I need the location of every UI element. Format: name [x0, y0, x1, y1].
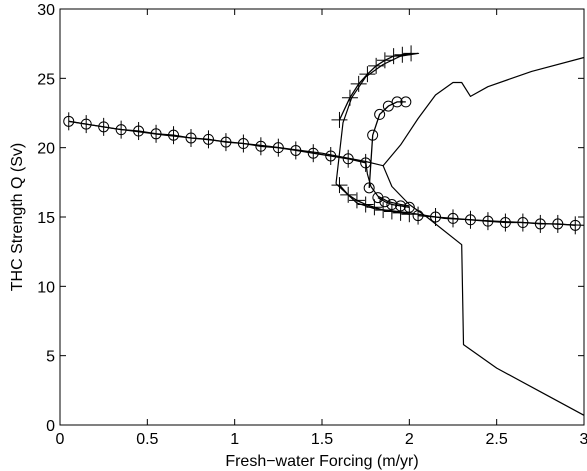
x-axis-ticks: 0 0.5 1 1.5 2 2.5 3: [56, 9, 587, 448]
circle-marker: [374, 108, 386, 120]
x-tick-label: 1.5: [311, 431, 333, 448]
circle-marker: [386, 199, 398, 211]
x-tick-label: 1: [230, 431, 239, 448]
circle-marker: [379, 196, 391, 208]
circle-marker: [403, 201, 415, 213]
circle-marker: [382, 100, 394, 112]
x-tick-label: 2: [405, 431, 414, 448]
marker-series-line: [368, 101, 406, 188]
x-tick-label: 3: [580, 431, 587, 448]
marker-series-line: [68, 120, 366, 164]
x-tick-label: 0: [56, 431, 65, 448]
y-axis-ticks: 0 5 10 15 20 25 30: [37, 2, 584, 435]
y-tick-label: 25: [37, 71, 55, 88]
y-tick-label: 30: [37, 2, 55, 19]
circle-marker: [363, 182, 375, 194]
series-line: [365, 161, 410, 207]
y-tick-label: 5: [46, 349, 55, 366]
x-axis-label: Fresh−water Forcing (m/yr): [225, 453, 418, 470]
y-tick-label: 10: [37, 279, 55, 296]
y-tick-label: 15: [37, 210, 55, 227]
y-axis-label: THC Strength Q (Sv): [9, 143, 26, 291]
marker-series-line: [418, 214, 576, 226]
series-line: [382, 56, 585, 167]
x-tick-label: 0.5: [136, 431, 158, 448]
y-tick-label: 20: [37, 141, 55, 158]
circle-marker: [367, 129, 379, 141]
series-markers: [63, 45, 581, 235]
circle-marker: [395, 200, 407, 212]
plot-area: [59, 8, 585, 426]
y-tick-label: 0: [46, 418, 55, 435]
x-tick-label: 2.5: [486, 431, 508, 448]
circle-marker: [400, 96, 412, 108]
circle-marker: [391, 96, 403, 108]
